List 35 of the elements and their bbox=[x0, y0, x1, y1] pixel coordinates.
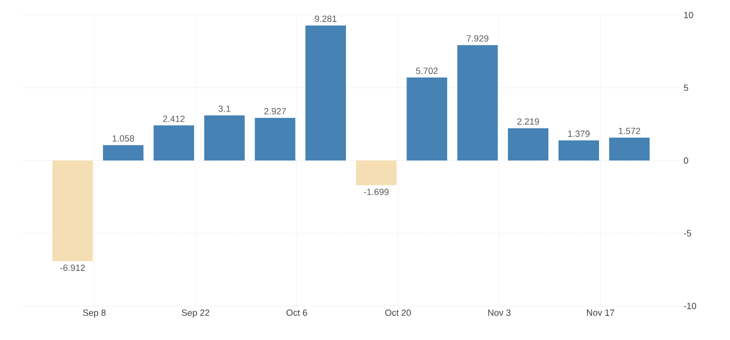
data-label: 1.379 bbox=[568, 130, 590, 137]
bar bbox=[52, 160, 93, 262]
bar bbox=[356, 160, 397, 186]
bar bbox=[406, 78, 448, 160]
data-label: 2.412 bbox=[163, 116, 185, 122]
bar bbox=[457, 45, 498, 160]
x-tick-label: Nov 3 bbox=[488, 310, 511, 316]
y-tick-label: 5 bbox=[684, 84, 688, 91]
x-tick-label: Sep 8 bbox=[83, 310, 106, 318]
bar bbox=[204, 115, 245, 160]
data-label: 1.058 bbox=[112, 135, 134, 142]
y-tick-label: -5 bbox=[684, 230, 692, 236]
data-label: -6.912 bbox=[60, 264, 85, 271]
bar bbox=[254, 118, 296, 160]
data-label: 2.927 bbox=[264, 108, 286, 114]
data-label: 7.929 bbox=[466, 35, 488, 42]
data-label: 2.219 bbox=[517, 118, 539, 125]
x-tick-label: Nov 17 bbox=[586, 310, 614, 316]
data-label: -1.699 bbox=[364, 188, 389, 196]
bar bbox=[609, 138, 650, 160]
x-tick-label: Oct 20 bbox=[385, 310, 411, 316]
y-tick-label: -10 bbox=[684, 302, 696, 310]
y-tick-label: 0 bbox=[684, 157, 688, 164]
bar bbox=[508, 128, 548, 160]
data-label: 3.1 bbox=[218, 106, 230, 112]
bar bbox=[305, 25, 346, 160]
data-label: 9.281 bbox=[314, 16, 336, 22]
y-tick-label: 10 bbox=[684, 12, 694, 18]
x-tick-label: Oct 6 bbox=[286, 310, 308, 316]
data-label: 1.572 bbox=[618, 128, 640, 134]
bar bbox=[102, 145, 144, 160]
bar bbox=[558, 140, 600, 160]
bar bbox=[154, 125, 194, 160]
data-label: 5.702 bbox=[416, 68, 438, 74]
x-tick-label: Sep 22 bbox=[182, 310, 210, 318]
